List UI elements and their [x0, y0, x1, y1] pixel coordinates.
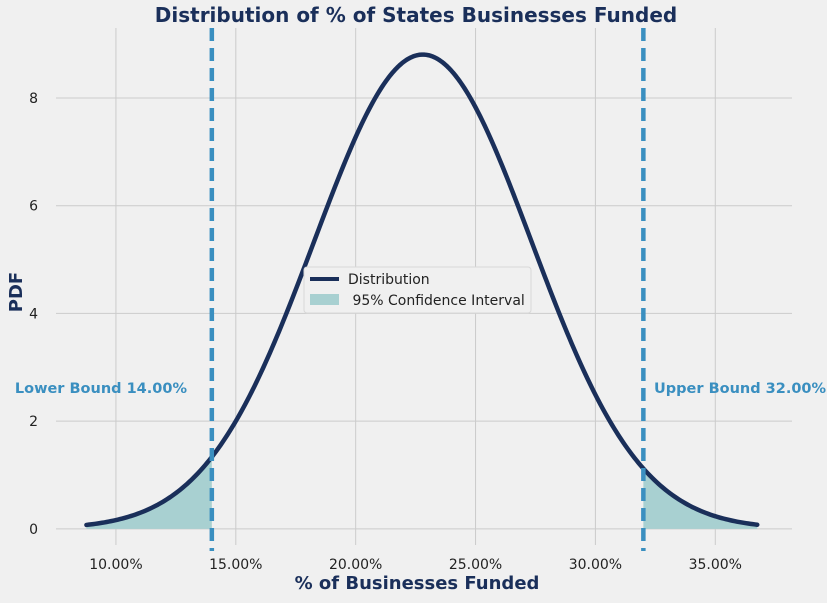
- upper-bound-label: Upper Bound 32.00%: [654, 381, 827, 397]
- chart-title: Distribution of % of States Businesses F…: [155, 3, 677, 27]
- confidence-fill: [86, 456, 758, 529]
- y-tick-label: 8: [29, 91, 38, 107]
- lower-bound-label: Lower Bound 14.00%: [15, 381, 188, 397]
- legend: Distribution 95% Confidence Interval: [303, 266, 532, 314]
- legend-box: [303, 266, 532, 314]
- y-tick-label: 0: [29, 522, 38, 538]
- y-tick-label: 2: [29, 414, 38, 430]
- x-tick-label: 20.00%: [329, 557, 382, 573]
- y-tick-label: 4: [29, 306, 38, 322]
- legend-fill-swatch: [310, 294, 339, 305]
- x-tick-label: 10.00%: [89, 557, 142, 573]
- legend-entry-confidence-interval: 95% Confidence Interval: [348, 293, 525, 309]
- upper-tail-fill: [643, 468, 758, 529]
- x-tick-label: 30.00%: [569, 557, 622, 573]
- x-axis-label: % of Businesses Funded: [295, 573, 540, 594]
- legend-entry-distribution: Distribution: [348, 272, 430, 288]
- lower-tail-fill: [86, 456, 212, 529]
- x-tick-label: 25.00%: [449, 557, 502, 573]
- y-tick-label: 6: [29, 199, 38, 215]
- x-tick-label: 35.00%: [689, 557, 742, 573]
- x-tick-label: 15.00%: [209, 557, 262, 573]
- y-axis-label: PDF: [6, 272, 27, 312]
- tick-labels: 10.00% 15.00% 20.00% 25.00% 30.00% 35.00% 0 2 4 6…: [29, 91, 742, 573]
- bounds: [209, 28, 646, 551]
